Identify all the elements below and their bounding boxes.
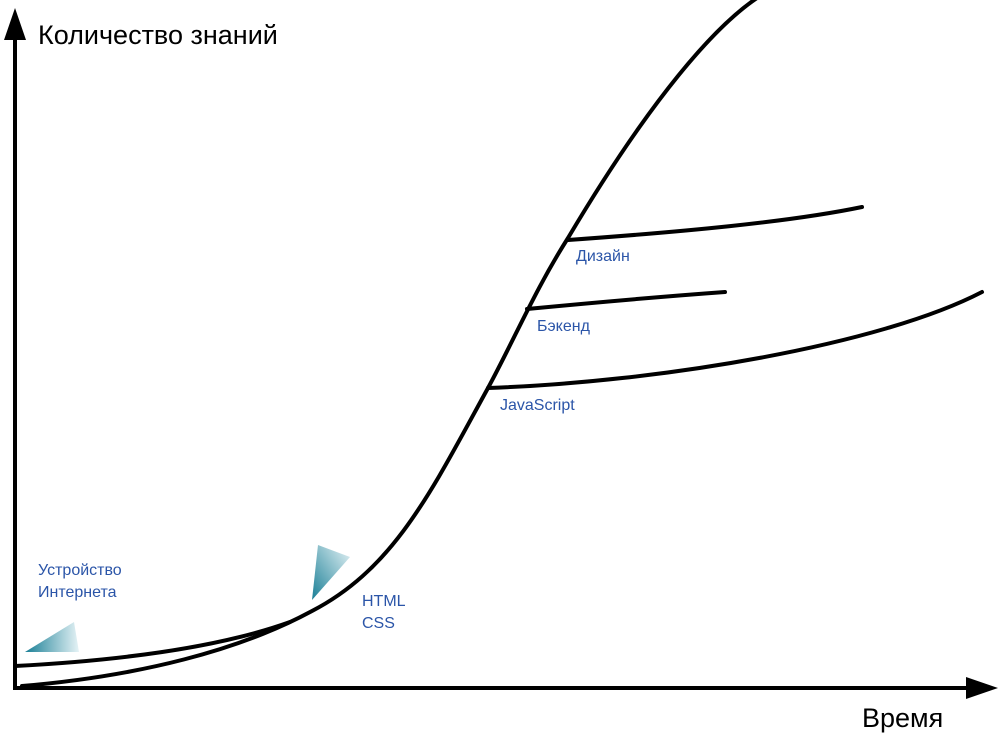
javascript-branch-curve bbox=[486, 290, 984, 390]
x-axis-title: Время bbox=[862, 703, 943, 733]
backend-branch-curve bbox=[525, 290, 727, 311]
y-axis-arrow bbox=[4, 8, 26, 40]
css-label: CSS bbox=[362, 615, 395, 632]
main-learning-curve bbox=[20, 0, 758, 688]
html-css-marker-icon bbox=[312, 545, 350, 600]
y-axis-title: Количество знаний bbox=[38, 20, 278, 50]
design-label: Дизайн bbox=[576, 248, 630, 265]
internet-label-line-2: Интернета bbox=[38, 584, 117, 601]
html-label: HTML bbox=[362, 593, 406, 610]
internet-marker-icon bbox=[25, 622, 79, 652]
internet-label-line-1: Устройство bbox=[38, 562, 122, 579]
internet-label: Устройство Интернета bbox=[38, 562, 126, 601]
design-branch-curve bbox=[566, 205, 864, 242]
internet-curve bbox=[13, 620, 292, 668]
javascript-label: JavaScript bbox=[500, 397, 575, 414]
html-css-label: HTML CSS bbox=[362, 593, 409, 632]
x-axis-arrow bbox=[966, 677, 998, 699]
backend-label: Бэкенд bbox=[537, 318, 591, 335]
